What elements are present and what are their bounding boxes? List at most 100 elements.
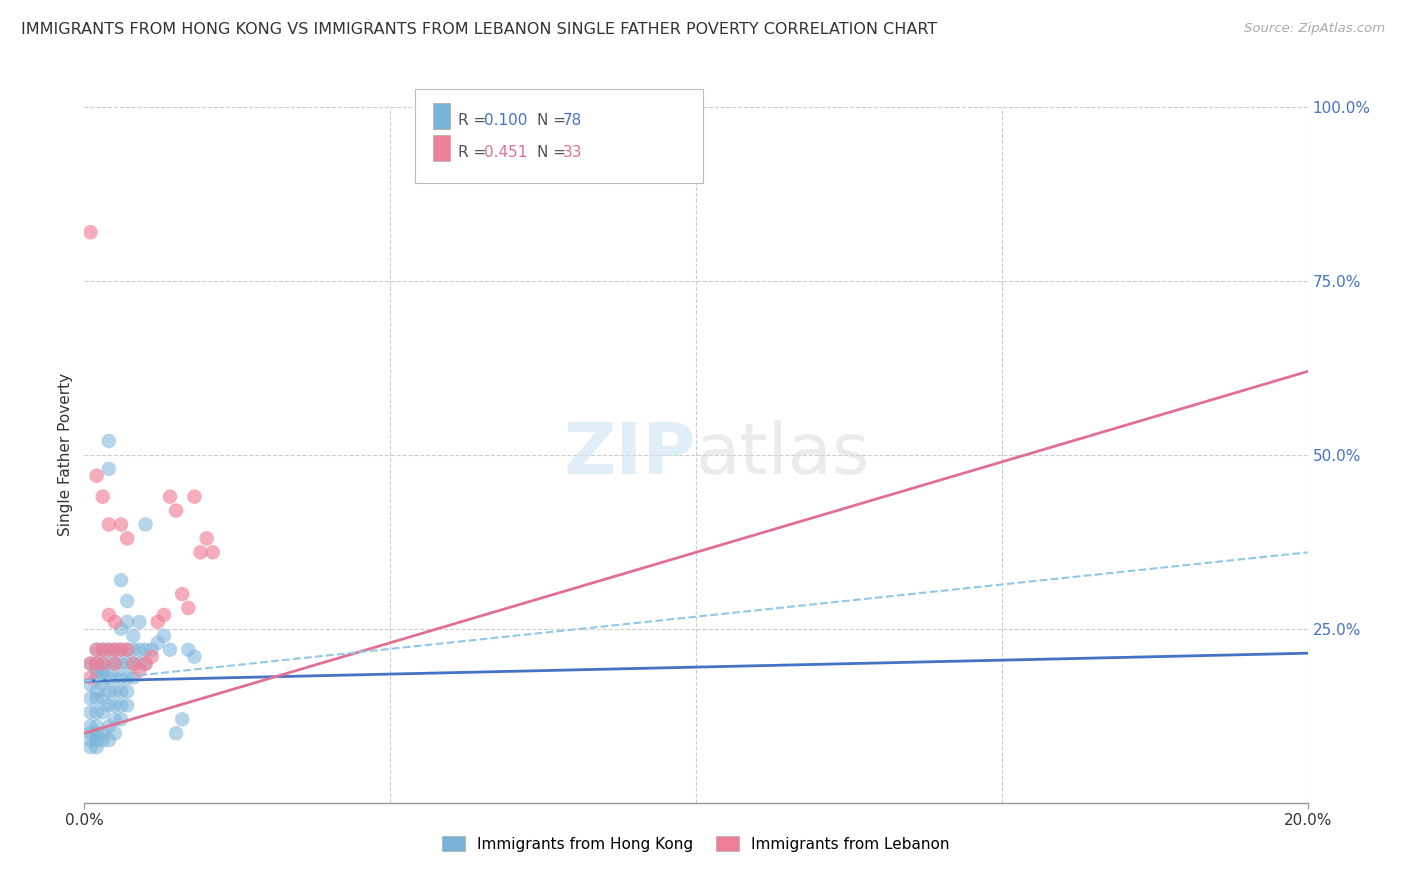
Point xyxy=(201,545,224,559)
Text: atlas: atlas xyxy=(696,420,870,490)
Text: ZIP: ZIP xyxy=(564,420,696,490)
Point xyxy=(104,712,127,726)
Point xyxy=(195,532,218,546)
Text: Source: ZipAtlas.com: Source: ZipAtlas.com xyxy=(1244,22,1385,36)
Point xyxy=(91,706,114,720)
Point xyxy=(128,664,150,678)
Point xyxy=(91,642,114,657)
Point xyxy=(91,657,114,671)
Point xyxy=(128,615,150,629)
Text: N =: N = xyxy=(537,145,571,161)
Point xyxy=(135,657,157,671)
Point xyxy=(110,517,132,532)
Point xyxy=(172,712,194,726)
Point xyxy=(97,462,120,476)
Point xyxy=(115,642,138,657)
Point xyxy=(190,545,212,559)
Point xyxy=(110,712,132,726)
Point xyxy=(79,657,101,671)
Point xyxy=(86,664,108,678)
Point xyxy=(91,642,114,657)
Point xyxy=(104,726,127,740)
Point xyxy=(97,434,120,448)
Point xyxy=(97,733,120,747)
Point xyxy=(122,657,145,671)
Text: N =: N = xyxy=(537,113,571,128)
Point xyxy=(97,517,120,532)
Point xyxy=(153,607,176,622)
Point xyxy=(104,698,127,713)
Point xyxy=(91,671,114,685)
Point xyxy=(97,607,120,622)
Point xyxy=(104,615,127,629)
Text: 33: 33 xyxy=(562,145,582,161)
Point xyxy=(122,671,145,685)
Point xyxy=(86,740,108,755)
Point xyxy=(135,642,157,657)
Point xyxy=(97,698,120,713)
Point xyxy=(79,225,101,239)
Point xyxy=(86,733,108,747)
Point xyxy=(97,684,120,698)
Point xyxy=(86,468,108,483)
Point xyxy=(128,657,150,671)
Point xyxy=(86,671,108,685)
Point xyxy=(104,657,127,671)
Point xyxy=(104,671,127,685)
Point xyxy=(153,629,176,643)
Point xyxy=(79,677,101,691)
Point xyxy=(115,657,138,671)
Point xyxy=(91,691,114,706)
Point xyxy=(110,622,132,636)
Point xyxy=(135,517,157,532)
Point xyxy=(104,642,127,657)
Point xyxy=(91,657,114,671)
Point xyxy=(79,733,101,747)
Point xyxy=(141,642,163,657)
Text: R =: R = xyxy=(458,113,492,128)
Legend: Immigrants from Hong Kong, Immigrants from Lebanon: Immigrants from Hong Kong, Immigrants fr… xyxy=(436,830,956,858)
Point xyxy=(146,615,169,629)
Point xyxy=(177,601,200,615)
Text: R =: R = xyxy=(458,145,492,161)
Point xyxy=(104,642,127,657)
Text: 0.100: 0.100 xyxy=(484,113,527,128)
Point xyxy=(115,698,138,713)
Point xyxy=(97,642,120,657)
Point xyxy=(79,691,101,706)
Point xyxy=(110,573,132,587)
Point xyxy=(159,642,181,657)
Point xyxy=(86,642,108,657)
Point xyxy=(97,671,120,685)
Point xyxy=(115,684,138,698)
Point xyxy=(110,642,132,657)
Point xyxy=(86,684,108,698)
Point xyxy=(159,490,181,504)
Point xyxy=(122,642,145,657)
Point xyxy=(86,657,108,671)
Point xyxy=(135,657,157,671)
Point xyxy=(110,684,132,698)
Point xyxy=(110,642,132,657)
Point xyxy=(91,726,114,740)
Point xyxy=(165,726,187,740)
Point xyxy=(172,587,194,601)
Point xyxy=(86,657,108,671)
Point xyxy=(128,642,150,657)
Point xyxy=(91,664,114,678)
Text: 0.451: 0.451 xyxy=(484,145,527,161)
Point xyxy=(79,740,101,755)
Point xyxy=(104,657,127,671)
Point xyxy=(115,615,138,629)
Point xyxy=(115,642,138,657)
Y-axis label: Single Father Poverty: Single Father Poverty xyxy=(58,374,73,536)
Point xyxy=(146,636,169,650)
Point xyxy=(122,657,145,671)
Point xyxy=(122,629,145,643)
Point xyxy=(79,657,101,671)
Point xyxy=(86,719,108,733)
Point xyxy=(115,532,138,546)
Point xyxy=(86,706,108,720)
Point xyxy=(79,671,101,685)
Point xyxy=(115,594,138,608)
